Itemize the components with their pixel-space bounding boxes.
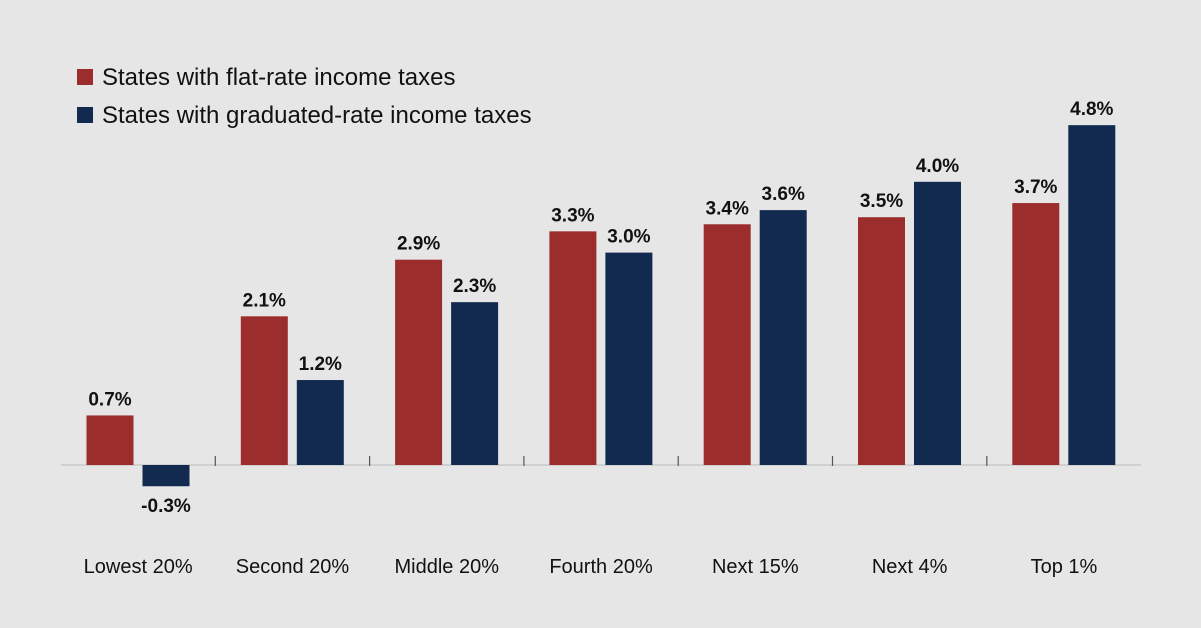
bar-series2-2 [296, 380, 344, 465]
data-label-series2-4: 3.0% [607, 227, 650, 248]
legend-label-1: States with flat-rate income taxes [102, 64, 455, 91]
data-label-series1-3: 2.9% [397, 234, 440, 255]
data-label-series1-5: 3.4% [706, 198, 749, 219]
data-label-series2-2: 1.2% [299, 354, 342, 375]
data-label-series2-1: -0.3% [141, 496, 191, 517]
bar-series1-4 [549, 231, 597, 465]
bar-series1-1 [86, 415, 134, 465]
chart-legend: States with flat-rate income taxes States… [77, 64, 532, 129]
bar-series2-1 [142, 465, 190, 487]
data-label-series1-2: 2.1% [243, 290, 286, 311]
category-labels: Lowest 20% Second 20% Middle 20% Fourth 20%… [84, 556, 1098, 578]
bar-series2-7 [1068, 125, 1116, 465]
category-label-7: Top 1% [1031, 556, 1098, 578]
data-label-series1-6: 3.5% [860, 191, 903, 212]
category-label-3: Middle 20% [394, 556, 499, 578]
bar-series1-5 [703, 224, 751, 465]
data-label-series2-5: 3.6% [762, 184, 805, 205]
legend-swatch-2 [77, 107, 93, 123]
legend-label-2: States with graduated-rate income taxes [102, 102, 532, 129]
category-label-4: Fourth 20% [549, 556, 653, 578]
category-label-2: Second 20% [236, 556, 350, 578]
category-label-5: Next 15% [712, 556, 799, 578]
bar-series2-3 [451, 302, 499, 465]
bar-series2-6 [914, 181, 961, 466]
bar-series1-2 [240, 316, 288, 465]
bar-series1-6 [858, 217, 905, 465]
bar-series2-4 [605, 252, 653, 465]
data-label-series1-7: 3.7% [1014, 177, 1057, 198]
bar-series1-3 [395, 259, 443, 465]
data-label-series1-4: 3.3% [551, 205, 594, 226]
category-label-6: Next 4% [872, 556, 948, 578]
bar-series [86, 125, 1116, 487]
data-label-series2-6: 4.0% [916, 156, 959, 177]
x-axis-ticks [214, 456, 988, 466]
data-label-series2-7: 4.8% [1070, 99, 1113, 120]
data-label-series2-3: 2.3% [453, 276, 496, 297]
value-labels: 0.7% 2.1% 2.9% 3.3% 3.4% 3.5% 3.7% -0.3% 1.2% 2.3… [88, 99, 1113, 517]
legend-swatch-1 [77, 69, 93, 85]
category-label-1: Lowest 20% [84, 556, 193, 578]
bar-series1-7 [1012, 203, 1060, 466]
data-label-series1-1: 0.7% [88, 389, 131, 410]
bar-series2-5 [759, 210, 807, 465]
